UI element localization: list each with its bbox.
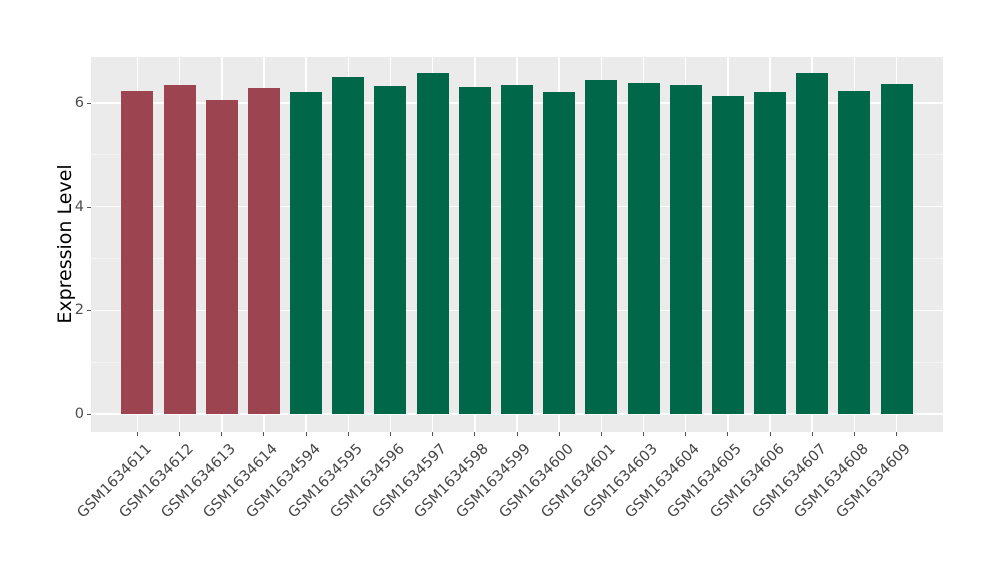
y-axis-title: Expression Level [54, 164, 76, 324]
bar-GSM1634612 [163, 85, 196, 414]
x-axis-tick [727, 432, 729, 436]
x-tick-label: GSM1634600 [496, 441, 577, 522]
x-axis-tick [896, 432, 898, 436]
x-axis-tick [811, 432, 813, 436]
x-axis-tick [305, 432, 307, 436]
x-axis-tick [558, 432, 560, 436]
y-tick-label: 6 [74, 95, 84, 111]
x-axis-tick [179, 432, 181, 436]
plot-panel [91, 57, 943, 432]
bar-GSM1634604 [669, 85, 702, 414]
x-tick-label: GSM1634597 [369, 441, 450, 522]
x-tick-label: GSM1634609 [833, 441, 914, 522]
x-tick-label: GSM1634599 [454, 441, 535, 522]
bar-GSM1634614 [247, 87, 280, 414]
x-axis-tick [853, 432, 855, 436]
x-axis-tick [263, 432, 265, 436]
x-axis-tick [685, 432, 687, 436]
bar-GSM1634606 [754, 91, 787, 414]
x-axis-tick [516, 432, 518, 436]
bar-GSM1634609 [880, 83, 913, 414]
x-axis-tick [136, 432, 138, 436]
bar-GSM1634611 [121, 91, 154, 414]
bar-GSM1634603 [627, 83, 660, 414]
y-axis-tick [87, 310, 91, 312]
x-tick-label: GSM1634613 [158, 441, 240, 522]
bar-GSM1634607 [796, 73, 829, 414]
bar-GSM1634595 [332, 76, 365, 414]
y-axis-tick [87, 103, 91, 104]
bar-GSM1634594 [290, 92, 323, 414]
y-axis-tick [87, 414, 91, 415]
x-axis-tick [389, 432, 391, 436]
bar-GSM1634601 [585, 80, 618, 414]
x-tick-label: GSM1634607 [749, 441, 830, 522]
x-axis-tick [769, 432, 771, 436]
bar-GSM1634600 [543, 91, 576, 414]
bar-GSM1634597 [416, 73, 449, 414]
bar-GSM1634598 [458, 87, 491, 414]
x-tick-label: GSM1634611 [74, 441, 155, 522]
x-tick-label: GSM1634606 [707, 441, 788, 522]
y-tick-label: 0 [74, 406, 84, 422]
x-axis-tick [474, 432, 476, 436]
x-tick-label: GSM1634596 [327, 441, 408, 522]
x-tick-label: GSM1634614 [200, 441, 282, 522]
bar-GSM1634599 [501, 84, 533, 414]
x-axis-tick [600, 432, 602, 436]
x-tick-label: GSM1634605 [664, 441, 746, 522]
bar-GSM1634608 [838, 90, 871, 414]
bar-GSM1634613 [205, 99, 238, 414]
y-axis-tick [87, 206, 91, 208]
x-tick-label: GSM1634598 [411, 441, 493, 522]
bar-GSM1634596 [374, 86, 407, 414]
bar-GSM1634605 [711, 95, 744, 414]
x-tick-label: GSM1634612 [116, 441, 197, 522]
x-tick-label: GSM1634604 [622, 441, 704, 522]
x-axis-tick [643, 432, 645, 436]
x-tick-label: GSM1634595 [285, 441, 366, 522]
x-axis-tick [347, 432, 349, 436]
x-tick-label: GSM1634603 [580, 441, 661, 522]
y-tick-label: 2 [74, 302, 84, 319]
x-axis-tick [432, 432, 434, 436]
y-tick-label: 4 [74, 198, 84, 215]
x-tick-label: GSM1634594 [243, 441, 324, 522]
x-axis-tick [221, 432, 223, 436]
gridline-major [91, 413, 943, 415]
x-tick-label: GSM1634601 [538, 441, 619, 522]
x-tick-label: GSM1634608 [791, 441, 872, 522]
